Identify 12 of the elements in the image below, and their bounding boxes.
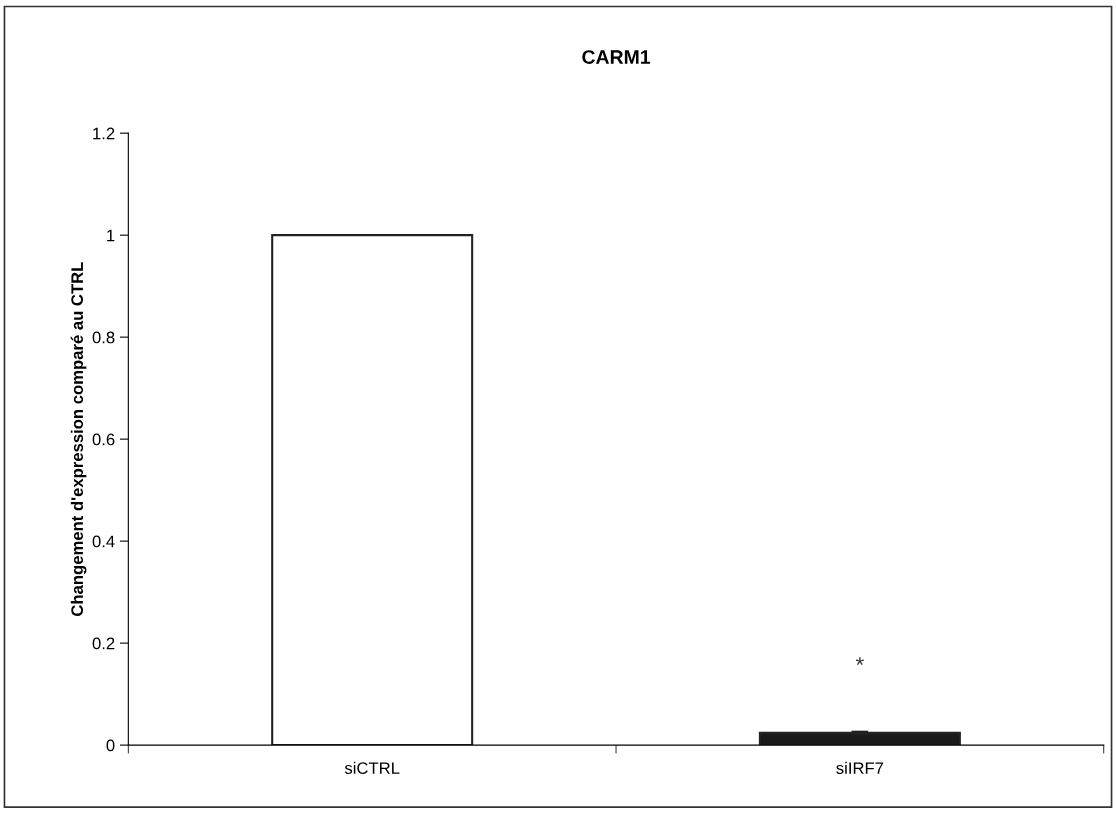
chart-title: CARM1 [582,50,651,64]
y-tick-label: 0.6 [92,433,115,446]
y-tick-label: 0.8 [92,331,115,344]
y-tick-label: 0 [106,739,115,752]
annotation: * [855,657,864,666]
x-tick-label: siIRF7 [836,761,884,775]
y-axis-title: Changement d'expression comparé au CTRL [70,262,87,616]
y-tick-label: 0.4 [92,535,115,548]
y-tick-label: 0.2 [92,637,115,650]
y-tick-label: 1.2 [93,127,115,140]
y-tick-label: 1 [107,229,115,242]
x-tick-label: siCTRL [344,761,400,775]
